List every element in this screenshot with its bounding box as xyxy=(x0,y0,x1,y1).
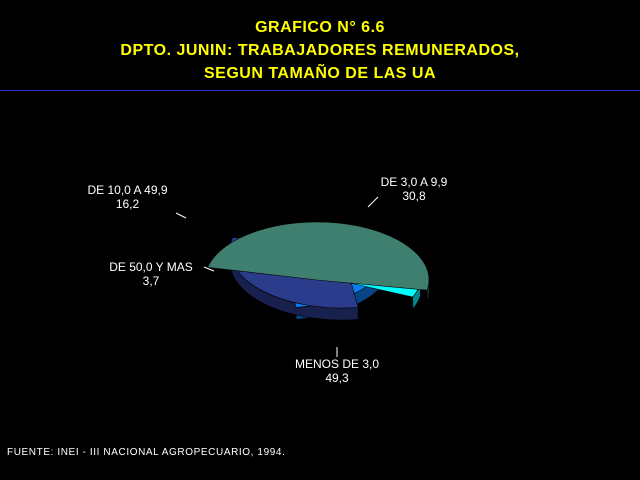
source-note: FUENTE: INEI - III NACIONAL AGROPECUARIO… xyxy=(7,447,286,458)
title-divider xyxy=(0,90,640,91)
slice-value: 16,2 xyxy=(115,197,140,211)
slice-label-de-10-a-49: DE 10,0 A 49,9 16,2 xyxy=(70,183,185,211)
slice-name: DE 10,0 A 49,9 xyxy=(87,183,168,197)
slice-label-de-3-a-9: DE 3,0 A 9,9 30,8 xyxy=(360,175,468,203)
slice-value: 3,7 xyxy=(142,274,160,288)
leader-line xyxy=(175,212,187,219)
slice-name: DE 3,0 A 9,9 xyxy=(380,175,448,189)
chart-title-line-3: SEGUN TAMAÑO DE LAS UA xyxy=(203,65,437,82)
slice-name: DE 50,0 Y MAS xyxy=(109,260,193,274)
slice-label-de-50-y-mas: DE 50,0 Y MAS 3,7 xyxy=(91,260,211,288)
leader-line xyxy=(203,266,215,272)
chart-title-line-2: DPTO. JUNIN: TRABAJADORES REMUNERADOS, xyxy=(120,42,520,59)
slice-name: MENOS DE 3,0 xyxy=(294,357,380,371)
slice-value: 30,8 xyxy=(402,189,426,203)
slice-label-menos-de-3: MENOS DE 3,0 49,3 xyxy=(282,357,392,385)
leader-line xyxy=(367,196,379,208)
chart-title-line-1: GRAFICO N° 6.6 xyxy=(255,19,385,36)
pie-slice xyxy=(207,221,430,291)
slice-value: 49,3 xyxy=(325,371,349,385)
